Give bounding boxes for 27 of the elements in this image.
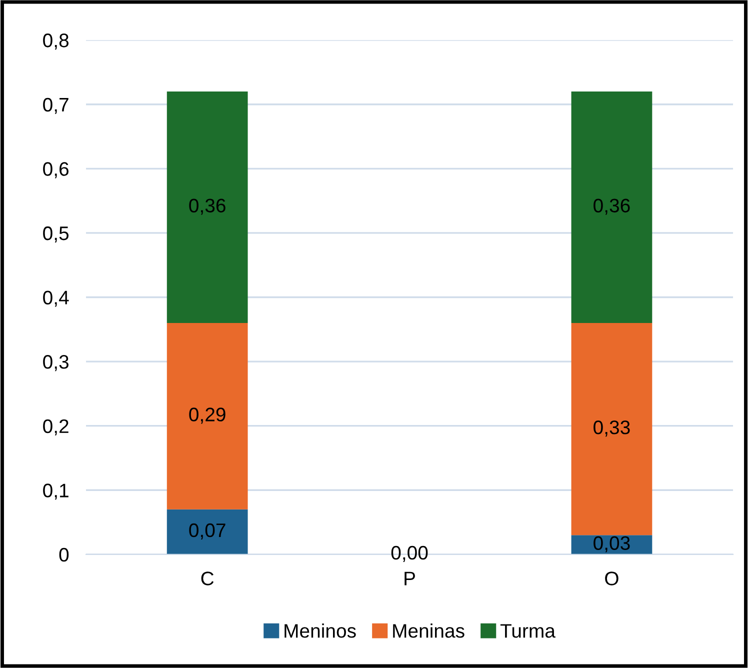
y-tick-label: 0,1 [43,484,68,500]
legend-label: Meninas [393,623,464,638]
bar [166,509,248,554]
data-label: 0,36 [594,198,630,215]
y-tick-label: 0,5 [43,226,69,242]
data-label: 0,29 [189,408,226,424]
x-tick-label: O [605,572,618,586]
data-label: 0,03 [594,536,630,552]
data-label: 0,00 [391,546,428,562]
data-label: 0,07 [189,523,226,540]
data-label: 0,33 [594,420,630,437]
legend-label: Meninos [284,623,356,638]
x-tick-label: C [201,572,214,586]
legend-label: Turma [500,624,556,638]
y-tick-label: 0,6 [43,162,68,178]
bar [166,92,248,323]
x-tick-label: P [404,572,415,586]
y-tick-label: 0 [59,548,69,562]
bar [571,322,652,536]
y-tick-label: 0,3 [43,355,68,372]
y-tick-label: 0,7 [43,98,68,114]
bar [571,92,652,323]
y-tick-label: 0,4 [43,290,69,307]
y-tick-label: 0,2 [43,419,68,436]
y-tick-label: 0,8 [43,34,69,50]
bar [166,322,248,510]
data-label: 0,36 [189,198,226,215]
